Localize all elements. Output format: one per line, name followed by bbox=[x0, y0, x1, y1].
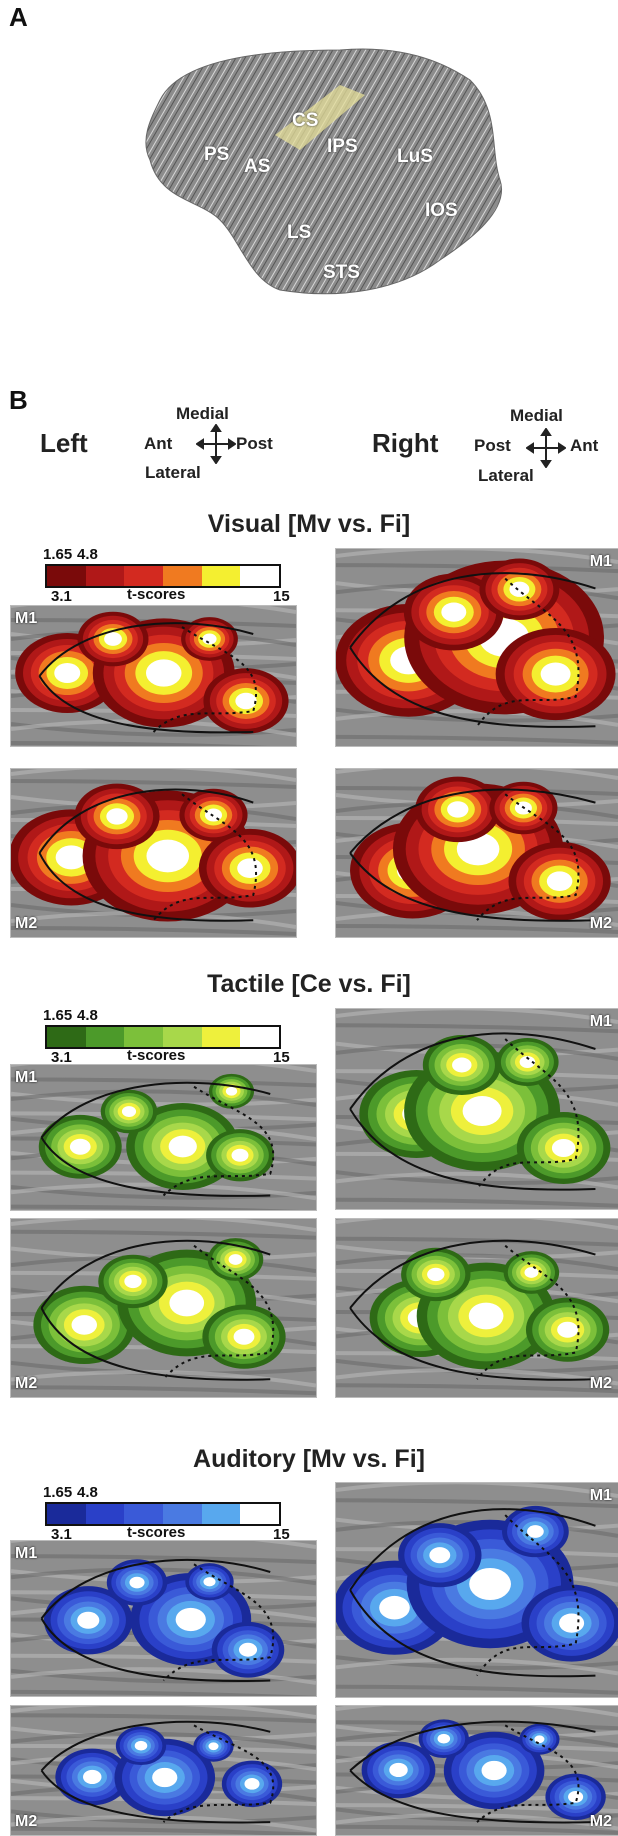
panel-b-letter: B bbox=[9, 385, 28, 415]
sulcus-ips: IPS bbox=[327, 136, 358, 157]
colorbar-label-v1: 1.65 bbox=[43, 1007, 73, 1024]
monkey-label-m1: M1 bbox=[589, 1013, 612, 1030]
colorbar-label-v4: 15 bbox=[273, 1049, 290, 1066]
colorbar-swatch bbox=[201, 1504, 241, 1524]
monkey-label-m2: M2 bbox=[589, 915, 612, 932]
right-orientation-arrows-icon bbox=[526, 428, 566, 468]
left-hemisphere-m1-map: M1 bbox=[10, 1540, 317, 1697]
right-post-label: Post bbox=[474, 436, 511, 455]
monkey-label-m1: M1 bbox=[589, 1487, 612, 1504]
left-hemisphere-m2-map: M2 bbox=[10, 1705, 317, 1836]
right-hemisphere-m1-map: M1 bbox=[335, 1008, 618, 1210]
monkey-label-m1: M1 bbox=[15, 1545, 38, 1562]
colorbar-label-title: t-scores bbox=[127, 586, 186, 603]
sulcus-ios: IOS bbox=[425, 200, 458, 221]
flattened-cortex-map bbox=[145, 48, 503, 295]
colorbar-swatch bbox=[85, 1027, 125, 1047]
colorbar-label-v1: 1.65 bbox=[43, 546, 73, 563]
sulcus-sts: STS bbox=[323, 262, 360, 283]
colorbar-swatch bbox=[124, 1504, 164, 1524]
colorbar bbox=[45, 1025, 281, 1049]
colorbar-swatch bbox=[85, 1504, 125, 1524]
left-lateral-label: Lateral bbox=[145, 463, 201, 482]
right-hemisphere-m2-map: M2 bbox=[335, 768, 618, 938]
left-hemisphere-m1-map: M1 bbox=[10, 1064, 317, 1211]
right-hemisphere-m2-map: M2 bbox=[335, 1705, 618, 1836]
colorbar-swatch bbox=[240, 566, 280, 586]
left-medial-label: Medial bbox=[176, 404, 229, 423]
right-hemisphere-m2-map: M2 bbox=[335, 1218, 618, 1398]
sulcus-ls: LS bbox=[287, 222, 312, 243]
sulcus-ps: PS bbox=[204, 144, 230, 165]
colorbar-swatch bbox=[163, 1504, 202, 1524]
colorbar-swatch bbox=[124, 566, 164, 586]
colorbar bbox=[45, 564, 281, 588]
colorbar-swatch bbox=[47, 1504, 86, 1524]
colorbar-swatch bbox=[47, 1027, 86, 1047]
left-hemisphere-m1-map: M1 bbox=[10, 605, 297, 747]
sulcus-cs: CS bbox=[292, 110, 319, 131]
monkey-label-m1: M1 bbox=[589, 553, 612, 570]
right-hemisphere-m1-map: M1 bbox=[335, 548, 618, 747]
colorbar-swatch bbox=[201, 566, 241, 586]
colorbar-swatch bbox=[124, 1027, 164, 1047]
colorbar-label-v1: 1.65 bbox=[43, 1484, 73, 1501]
monkey-label-m2: M2 bbox=[15, 1813, 38, 1830]
right-hemisphere-m1-map: M1 bbox=[335, 1482, 618, 1698]
colorbar-swatch bbox=[47, 566, 86, 586]
monkey-label-m2: M2 bbox=[589, 1375, 612, 1392]
left-hemisphere-m2-map: M2 bbox=[10, 1218, 317, 1398]
colorbar-label-v4: 15 bbox=[273, 588, 290, 605]
colorbar-label-v4: 15 bbox=[273, 1526, 290, 1543]
left-hemisphere-m2-map: M2 bbox=[10, 768, 297, 938]
right-medial-label: Medial bbox=[510, 406, 563, 425]
monkey-label-m2: M2 bbox=[589, 1813, 612, 1830]
right-hemisphere-label: Right bbox=[372, 428, 439, 458]
sulcus-lus: LuS bbox=[397, 146, 433, 167]
colorbar-swatch bbox=[240, 1504, 280, 1524]
colorbar-label-v3: 3.1 bbox=[51, 1526, 72, 1543]
colorbar-swatch bbox=[201, 1027, 241, 1047]
monkey-label-m2: M2 bbox=[15, 915, 38, 932]
colorbar-label-title: t-scores bbox=[127, 1047, 186, 1064]
left-post-label: Post bbox=[236, 434, 273, 453]
right-ant-label: Ant bbox=[570, 436, 599, 455]
monkey-label-m2: M2 bbox=[15, 1375, 38, 1392]
tactile-section-title: Tactile [Ce vs. Fi] bbox=[207, 970, 411, 998]
monkey-label-m1: M1 bbox=[15, 1069, 38, 1086]
colorbar bbox=[45, 1502, 281, 1526]
colorbar-swatch bbox=[85, 566, 125, 586]
right-lateral-label: Lateral bbox=[478, 466, 534, 485]
colorbar-swatch bbox=[163, 1027, 202, 1047]
colorbar-label-title: t-scores bbox=[127, 1524, 186, 1541]
colorbar-swatch bbox=[163, 566, 202, 586]
monkey-label-m1: M1 bbox=[15, 610, 38, 627]
auditory-section-title: Auditory [Mv vs. Fi] bbox=[193, 1445, 425, 1473]
colorbar-label-v2: 4.8 bbox=[77, 546, 98, 563]
left-ant-label: Ant bbox=[144, 434, 173, 453]
colorbar-swatch bbox=[240, 1027, 280, 1047]
colorbar-label-v3: 3.1 bbox=[51, 588, 72, 605]
left-hemisphere-label: Left bbox=[40, 428, 88, 458]
left-orientation-arrows-icon bbox=[196, 424, 236, 464]
visual-section-title: Visual [Mv vs. Fi] bbox=[207, 510, 411, 538]
panel-a-letter: A bbox=[9, 2, 28, 32]
colorbar-label-v2: 4.8 bbox=[77, 1484, 98, 1501]
colorbar-label-v2: 4.8 bbox=[77, 1007, 98, 1024]
colorbar-label-v3: 3.1 bbox=[51, 1049, 72, 1066]
sulcus-as: AS bbox=[244, 156, 271, 177]
